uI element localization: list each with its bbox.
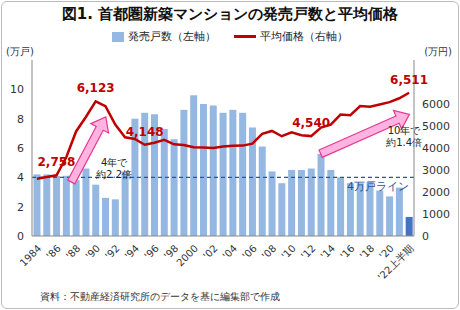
svg-text:'94: '94	[123, 243, 142, 262]
svg-text:6000: 6000	[422, 98, 450, 111]
svg-text:4,148: 4,148	[126, 125, 164, 139]
svg-text:4万戸ライン: 4万戸ライン	[347, 180, 409, 193]
svg-text:1984: 1984	[18, 243, 44, 269]
svg-text:6: 6	[17, 142, 24, 155]
svg-text:'04: '04	[221, 243, 240, 262]
svg-text:'96: '96	[142, 243, 161, 262]
svg-text:2: 2	[17, 201, 24, 214]
svg-text:'02: '02	[201, 243, 220, 262]
svg-text:10: 10	[10, 83, 24, 96]
svg-text:5000: 5000	[422, 120, 450, 133]
svg-text:6,123: 6,123	[77, 81, 115, 95]
svg-text:10年で約1.4倍: 10年で約1.4倍	[386, 125, 422, 148]
svg-text:0: 0	[17, 230, 24, 243]
html-text:図1. 首都圏新築マンションの発売戸数と平均価格: 図1. 首都圏新築マンションの発売戸数と平均価格	[61, 5, 399, 23]
svg-text:'12: '12	[299, 243, 318, 262]
svg-text:'16: '16	[338, 243, 357, 262]
html-text:資料：不動産経済研究所のデータを基に編集部で作成: 資料：不動産経済研究所のデータを基に編集部で作成	[40, 291, 280, 302]
svg-text:6,511: 6,511	[390, 73, 428, 87]
svg-text:2000: 2000	[174, 243, 200, 269]
svg-text:'20: '20	[377, 242, 396, 262]
svg-text:'06: '06	[240, 243, 259, 262]
html-text:発売戸数（左軸）: 発売戸数（左軸）	[128, 30, 216, 43]
svg-text:'92: '92	[103, 243, 122, 262]
svg-text:2,758: 2,758	[38, 155, 76, 169]
html-text:(万円): (万円)	[424, 46, 452, 57]
svg-text:'10: '10	[279, 243, 298, 262]
svg-text:2000: 2000	[422, 186, 450, 199]
svg-text:3000: 3000	[422, 164, 450, 177]
svg-text:'98: '98	[161, 242, 181, 262]
svg-text:'86: '86	[44, 243, 63, 262]
svg-text:'18: '18	[358, 243, 377, 262]
svg-text:'08: '08	[260, 243, 279, 262]
svg-text:0: 0	[422, 230, 429, 243]
svg-text:'22上半期: '22上半期	[376, 243, 416, 283]
svg-text:4: 4	[17, 171, 24, 184]
svg-text:'88: '88	[64, 243, 83, 262]
html-text:(万戸): (万戸)	[6, 46, 34, 57]
svg-text:'14: '14	[318, 243, 337, 262]
svg-text:1000: 1000	[422, 208, 450, 221]
html-text:平均価格（右軸）: 平均価格（右軸）	[260, 30, 348, 43]
svg-text:'90: '90	[83, 243, 102, 262]
svg-text:8: 8	[17, 113, 24, 126]
svg-text:4000: 4000	[422, 142, 450, 155]
svg-text:4,540: 4,540	[292, 116, 330, 130]
svg-text:4年で約2.2倍: 4年で約2.2倍	[96, 157, 132, 180]
